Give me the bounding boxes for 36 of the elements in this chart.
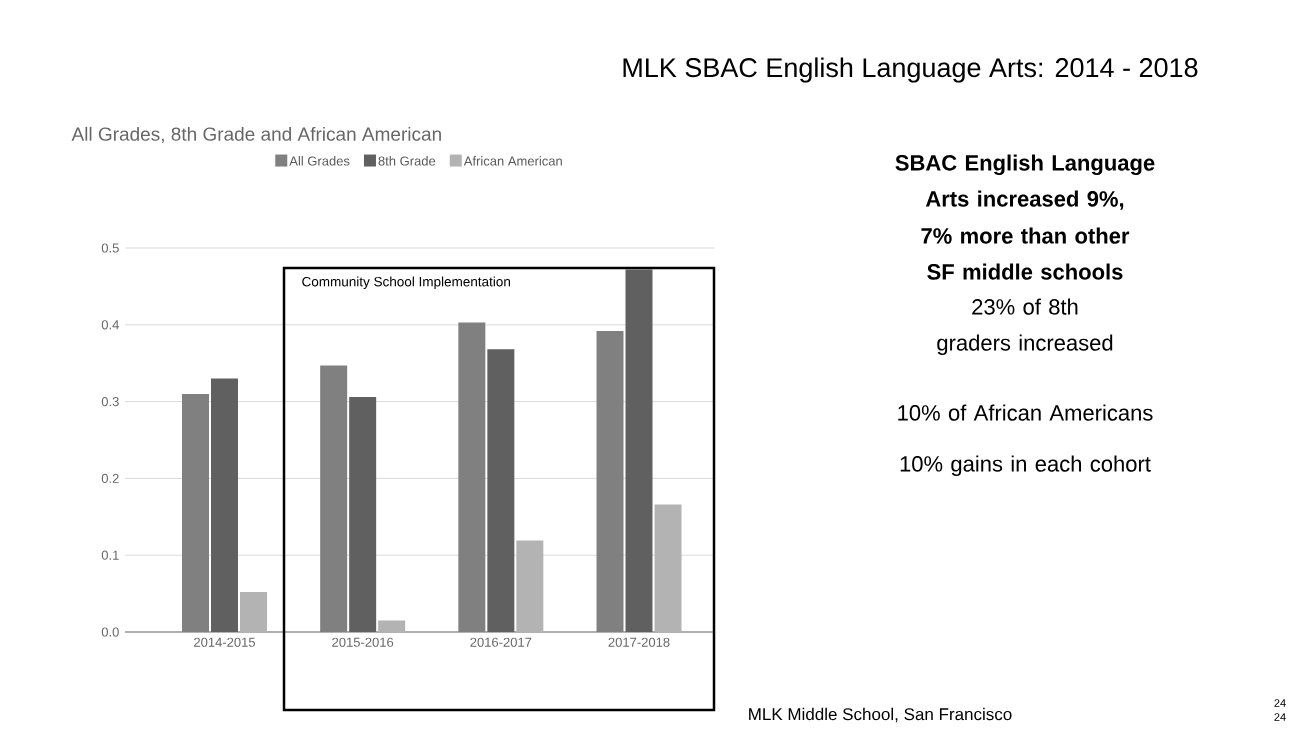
bar <box>320 365 348 632</box>
text: 23% of 8th graders increased <box>937 298 1113 356</box>
annotation: Community School Implementation <box>302 276 510 290</box>
bar <box>181 393 209 632</box>
bar <box>596 330 624 632</box>
y-tick-label: 0.3 <box>101 396 119 407</box>
text: 24 <box>1274 699 1286 707</box>
y-tick-label: 0.5 <box>101 243 119 253</box>
bar <box>487 349 515 632</box>
legend-label: African American <box>463 156 562 166</box>
legend-label: All Grades <box>289 156 350 166</box>
y-tick-label: 0.1 <box>101 550 119 560</box>
y-tick-label: 0.4 <box>101 320 119 330</box>
x-tick-label: 2015-2016 <box>332 637 394 647</box>
legend-label: 8th Grade <box>378 156 436 166</box>
text: 24 <box>1274 713 1286 721</box>
bar <box>516 540 544 632</box>
bar <box>625 269 653 632</box>
x-tick-label: 2017-2018 <box>608 637 670 647</box>
bar <box>211 378 238 632</box>
text: 10% of African Americans <box>898 404 1153 421</box>
x-tick-label: 2014-2015 <box>194 637 256 647</box>
bar <box>239 592 267 632</box>
bar <box>458 322 486 632</box>
text: MLK SBAC English Language Arts: 2014 - 2018 <box>623 57 1198 83</box>
text: SBAC English Language Arts increased 9%, <box>895 154 1155 210</box>
x-tick-label: 2016-2017 <box>470 637 532 647</box>
text: MLK Middle School, San Francisco <box>749 707 1012 723</box>
y-tick-label: 0.2 <box>101 473 119 483</box>
bar <box>654 504 682 632</box>
chart-subtitle: All Grades, 8th Grade and African American <box>71 126 441 144</box>
bar <box>378 620 406 632</box>
text: 10% gains in each cohort <box>900 455 1151 477</box>
y-tick-label: 0.0 <box>101 627 119 637</box>
bar <box>349 396 377 632</box>
text: 7% more than other SF middle schools <box>921 227 1130 280</box>
